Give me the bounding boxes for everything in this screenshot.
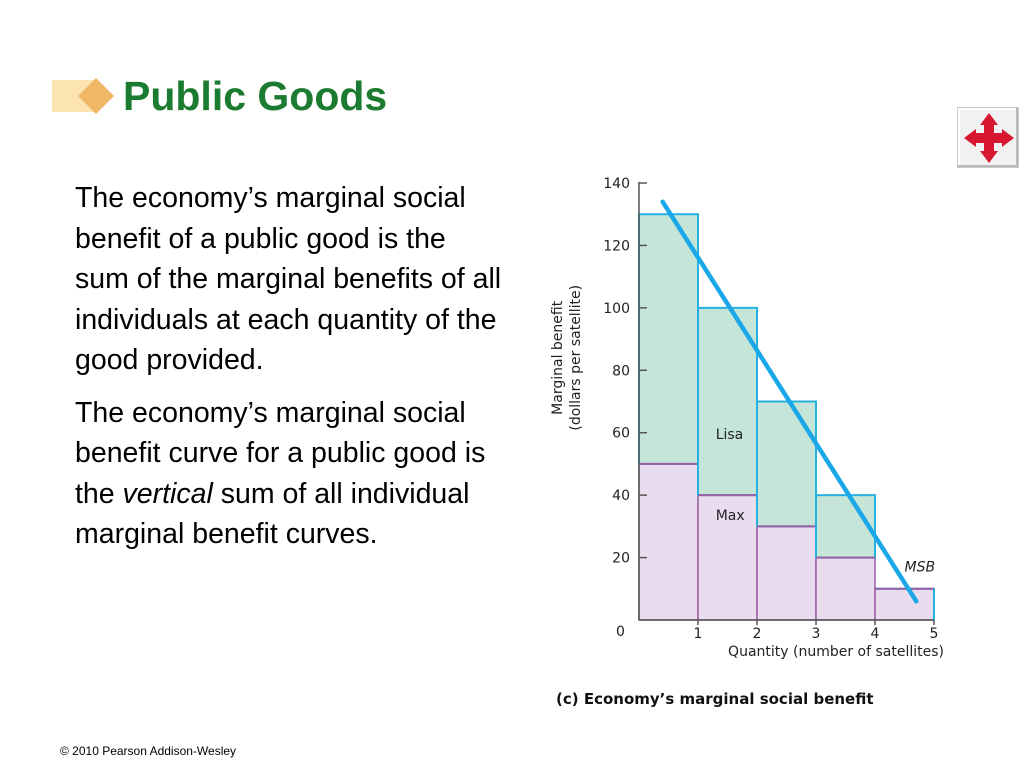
x-ticks-group: 1 2 3 4 5 <box>694 620 939 642</box>
bar-max-4 <box>815 556 876 621</box>
bar-max-5 <box>874 588 935 621</box>
msb-chart: 20 40 60 80 100 120 140 1 2 3 4 5 MSB Lisa Max 0 Q… <box>550 176 944 660</box>
y-axis-label-line1: Marginal benefit <box>550 300 566 415</box>
x-axis-label: Quantity (number of satellites) <box>728 644 944 660</box>
y-axis-label-line2: (dollars per satellite) <box>568 285 584 431</box>
paragraph-2-start: The economy’s marginal social benefit cu… <box>75 396 486 510</box>
bar-max-1 <box>638 463 699 621</box>
y-tick-label-20: 20 <box>612 551 630 567</box>
x-tick-label-1: 1 <box>694 626 703 642</box>
copyright-notice: © 2010 Pearson Addison-Wesley <box>60 744 237 758</box>
x-tick-label-4: 4 <box>871 626 880 642</box>
four-way-arrow-icon <box>964 113 1014 163</box>
title-diamond-icon <box>52 78 114 114</box>
paragraph-1: The economy’s marginal social benefit of… <box>75 182 502 376</box>
x-tick-label-2: 2 <box>753 626 762 642</box>
msb-line <box>660 199 919 604</box>
paragraph-2: The economy’s marginal social benefit cu… <box>75 393 505 555</box>
x-tick-label-3: 3 <box>812 626 821 642</box>
navigation-button[interactable] <box>957 107 1019 168</box>
bars-group <box>638 213 935 621</box>
y-tick-label-120: 120 <box>603 238 630 254</box>
chart-caption: (c) Economy’s marginal social benefit <box>556 690 874 708</box>
body-text: The economy’s marginal social benefit of… <box>75 178 505 567</box>
y-tick-label-80: 80 <box>612 363 630 379</box>
slide-title: Public Goods <box>123 73 388 119</box>
lisa-label: Lisa <box>716 427 744 443</box>
origin-label: 0 <box>616 624 625 640</box>
bar-lisa-1 <box>638 213 699 465</box>
y-ticks-group: 20 40 60 80 100 120 140 <box>603 176 647 567</box>
y-tick-label-140: 140 <box>603 176 630 192</box>
y-tick-label-60: 60 <box>612 426 630 442</box>
msb-label: MSB <box>905 560 936 576</box>
paragraph-2-emphasis: vertical <box>122 477 213 510</box>
bar-lisa-3 <box>756 400 817 528</box>
bar-max-3 <box>756 525 817 621</box>
y-tick-label-40: 40 <box>612 488 630 504</box>
max-label: Max <box>716 508 745 524</box>
y-tick-label-100: 100 <box>603 301 630 317</box>
x-tick-label-5: 5 <box>930 626 939 642</box>
paragraph-2-end: sum of all individual marginal benefit c… <box>75 477 470 551</box>
